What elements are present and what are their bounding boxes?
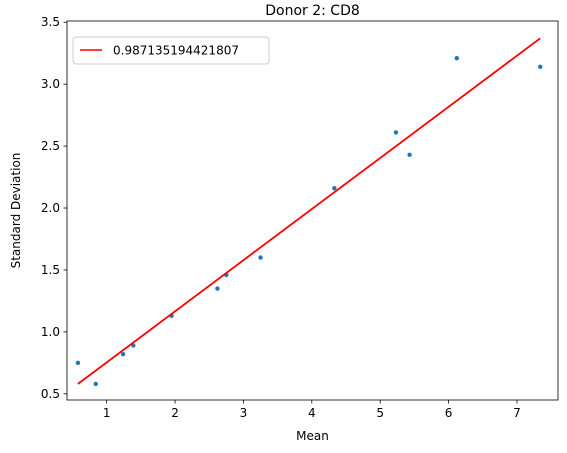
- chart-title: Donor 2: CD8: [265, 3, 360, 19]
- x-tick-label: 5: [376, 406, 384, 420]
- data-point: [75, 360, 81, 366]
- legend: 0.987135194421807: [72, 36, 270, 65]
- y-tick-label: 2.0: [41, 201, 60, 215]
- x-tick-label: 7: [513, 406, 521, 420]
- x-axis-label: Mean: [296, 429, 329, 443]
- y-tick-label: 3.0: [41, 77, 60, 91]
- data-point: [454, 55, 459, 61]
- fit-line: [77, 37, 541, 385]
- data-point: [215, 286, 220, 291]
- y-tick-label: 1.0: [41, 325, 60, 339]
- x-tick-label: 1: [103, 406, 111, 420]
- data-point: [120, 351, 126, 357]
- y-tick-label: 0.5: [41, 387, 60, 401]
- plot-area: [67, 21, 558, 400]
- y-tick-label: 1.5: [41, 263, 60, 277]
- x-tick-label: 6: [445, 406, 453, 420]
- ticks-layer: 1 2 3 4 5 6 7 0.5 1.0 1.5 2.0 2.5 3.0 3.5: [41, 15, 521, 420]
- data-point: [332, 186, 337, 191]
- legend-fit-line-label: 0.987135194421807: [113, 44, 239, 58]
- data-point: [407, 152, 412, 157]
- data-point: [538, 64, 543, 70]
- legend-frame: [72, 36, 270, 65]
- plot-frame: [66, 20, 559, 401]
- x-tick-label: 2: [171, 406, 179, 420]
- y-axis-label: Standard Deviation: [9, 153, 23, 269]
- x-tick-label: 3: [240, 406, 248, 420]
- marks-layer: [75, 37, 543, 387]
- data-point: [258, 255, 263, 260]
- data-point: [393, 130, 399, 135]
- y-tick-label: 3.5: [41, 15, 60, 29]
- data-point: [93, 381, 98, 387]
- y-tick-label: 2.5: [41, 139, 60, 153]
- x-tick-label: 4: [308, 406, 316, 420]
